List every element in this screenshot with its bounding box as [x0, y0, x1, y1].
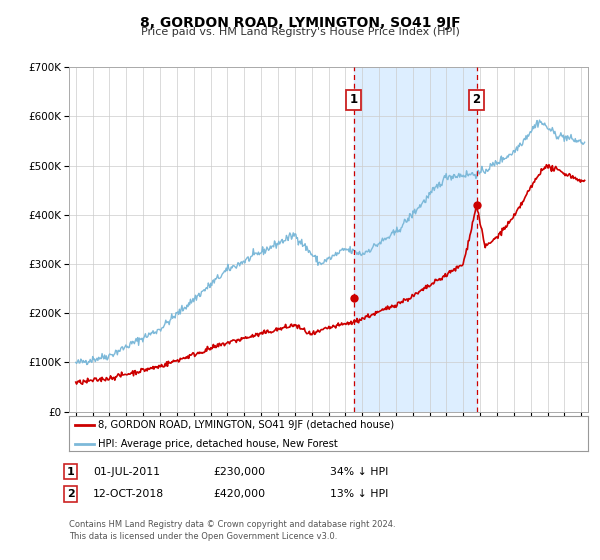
- Text: 2: 2: [473, 94, 481, 106]
- Text: 12-OCT-2018: 12-OCT-2018: [93, 489, 164, 499]
- Text: 13% ↓ HPI: 13% ↓ HPI: [330, 489, 388, 499]
- Text: Contains HM Land Registry data © Crown copyright and database right 2024.: Contains HM Land Registry data © Crown c…: [69, 520, 395, 529]
- Text: 8, GORDON ROAD, LYMINGTON, SO41 9JF (detached house): 8, GORDON ROAD, LYMINGTON, SO41 9JF (det…: [98, 421, 394, 431]
- Text: 01-JUL-2011: 01-JUL-2011: [93, 466, 160, 477]
- Bar: [354, 67, 476, 412]
- Text: 1: 1: [67, 466, 74, 477]
- Text: 34% ↓ HPI: 34% ↓ HPI: [330, 466, 388, 477]
- Text: £230,000: £230,000: [213, 466, 265, 477]
- Text: 1: 1: [350, 94, 358, 106]
- Text: 2: 2: [67, 489, 74, 499]
- Text: HPI: Average price, detached house, New Forest: HPI: Average price, detached house, New …: [98, 439, 337, 449]
- Text: This data is licensed under the Open Government Licence v3.0.: This data is licensed under the Open Gov…: [69, 532, 337, 541]
- Text: Price paid vs. HM Land Registry's House Price Index (HPI): Price paid vs. HM Land Registry's House …: [140, 27, 460, 37]
- Text: 8, GORDON ROAD, LYMINGTON, SO41 9JF: 8, GORDON ROAD, LYMINGTON, SO41 9JF: [140, 16, 460, 30]
- Text: £420,000: £420,000: [213, 489, 265, 499]
